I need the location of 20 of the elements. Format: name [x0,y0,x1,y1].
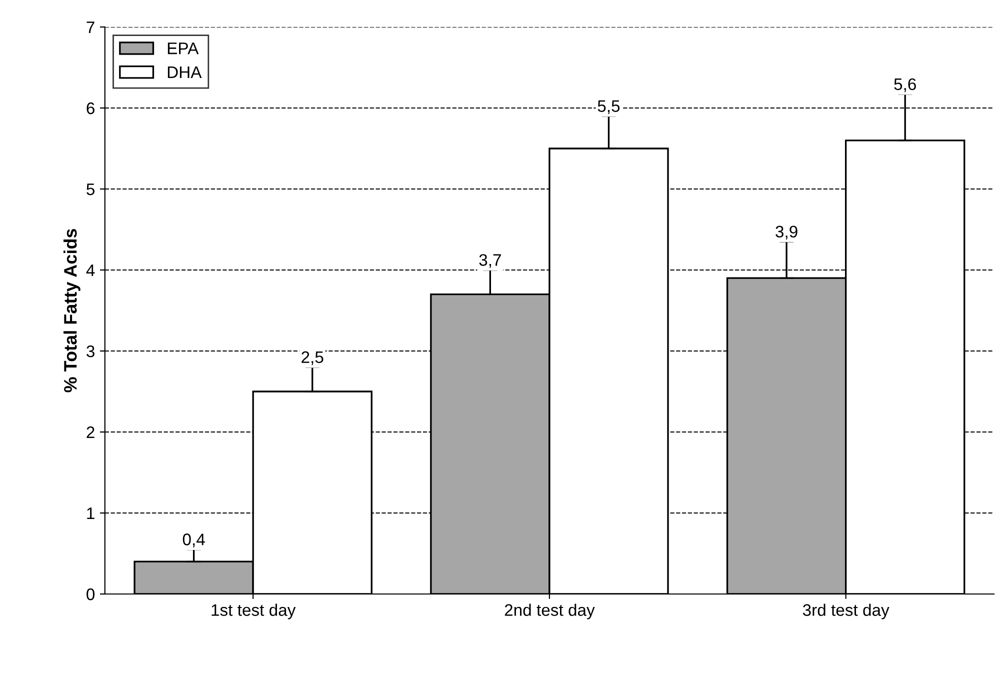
y-tick-label: 0 [86,588,95,600]
x-tick-label: 3rd test day [802,604,890,620]
data-label: 3,7 [479,254,501,268]
data-label: 5,6 [894,78,916,92]
y-tick-label: 7 [86,22,94,34]
y-tick-label: 5 [86,184,94,196]
data-label: 0,4 [182,534,205,548]
data-label: 5,5 [598,100,620,114]
legend-label: DHA [168,66,202,78]
y-tick-label: 2 [86,426,94,438]
y-tick-label: 6 [86,102,94,114]
y-tick-label: 1 [87,508,94,520]
data-label: 3,9 [776,226,798,240]
data-label: 2,5 [302,351,324,366]
y-tick-label: 4 [86,264,95,276]
legend-label: EPA [168,42,199,54]
y-tick-label: 3 [86,345,94,358]
y-axis-title: % Total Fatty Acids [64,228,80,392]
x-tick-label: 2nd test day [504,604,595,620]
x-tick-label: 1st test day [212,604,296,620]
